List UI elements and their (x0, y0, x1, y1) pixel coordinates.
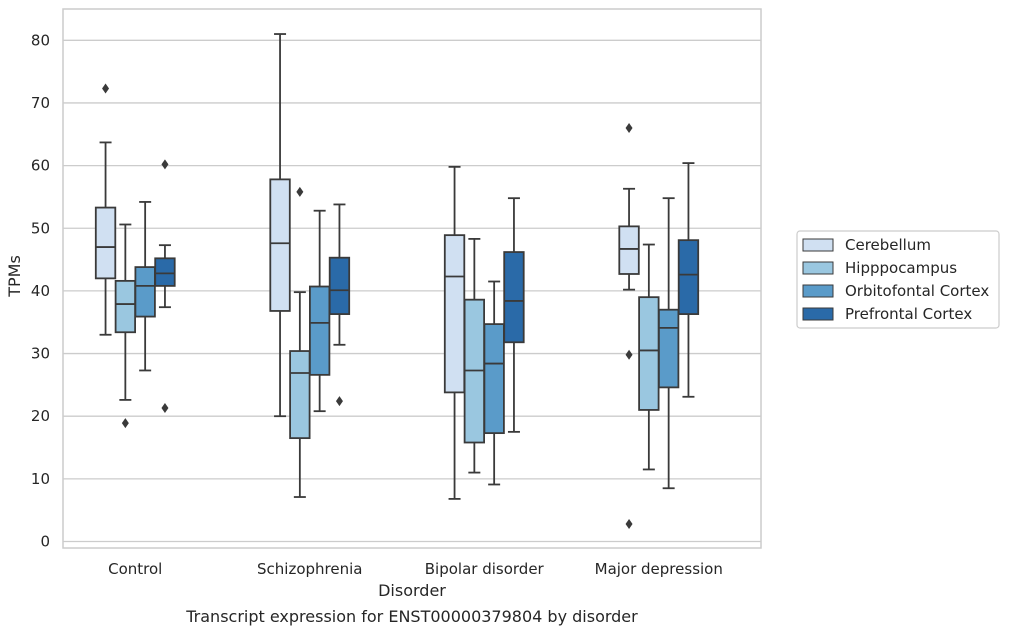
box-iqr (154, 257, 176, 287)
outlier-point (625, 518, 633, 529)
x-tick-label: Bipolar disorder (425, 560, 545, 578)
box-hipppocampus (638, 243, 660, 471)
box-hipppocampus (463, 238, 486, 474)
box-cerebellum (618, 123, 640, 529)
box-iqr (269, 178, 291, 312)
box-cerebellum (443, 165, 466, 500)
box-iqr (638, 296, 660, 411)
box-hipppocampus (289, 186, 311, 498)
box-iqr (677, 239, 700, 315)
outlier-point (121, 418, 129, 429)
legend-label: Prefrontal Cortex (845, 305, 972, 323)
y-tick-label: 50 (31, 219, 50, 237)
legend-label: Cerebellum (845, 236, 931, 254)
box-iqr (134, 266, 156, 318)
y-axis-ticks: 0 10 20 30 40 50 60 70 80 (31, 31, 50, 550)
legend: Cerebellum Hipppocampus Orbitofontal Corte… (796, 230, 1000, 329)
legend-frame (796, 230, 1000, 329)
outlier-point (335, 396, 343, 407)
y-tick-label: 60 (31, 157, 50, 175)
box-prefrontal-cortex (154, 159, 176, 414)
box-hipppocampus (114, 223, 136, 429)
box-iqr (443, 234, 466, 394)
box-iqr (94, 206, 117, 280)
y-tick-label: 70 (31, 94, 50, 112)
box-plot-marks (94, 33, 700, 529)
box-iqr (114, 279, 136, 334)
box-orbitofontal-cortex (658, 197, 680, 490)
box-cerebellum (94, 83, 117, 336)
legend-swatch (802, 238, 834, 252)
box-iqr (308, 285, 331, 376)
legend-label: Orbitofontal Cortex (845, 282, 989, 300)
x-axis-label: Disorder (378, 581, 446, 600)
outlier-point (625, 349, 633, 360)
box-iqr (658, 308, 680, 389)
outlier-point (161, 403, 169, 414)
box-cerebellum (269, 33, 291, 418)
box-prefrontal-cortex (328, 203, 351, 407)
grid-lines (63, 39, 761, 543)
y-tick-label: 20 (31, 407, 50, 425)
legend-swatch (802, 307, 834, 321)
box-iqr (483, 323, 505, 435)
y-tick-label: 40 (31, 282, 50, 300)
x-tick-label: Schizophrenia (257, 560, 362, 578)
box-iqr (289, 350, 311, 440)
x-tick-label: Control (108, 560, 162, 578)
outlier-point (102, 83, 110, 94)
box-orbitofontal-cortex (134, 201, 156, 372)
box-orbitofontal-cortex (308, 209, 331, 413)
x-axis-ticks: Control Schizophrenia Bipolar disorder Majo… (108, 560, 723, 578)
outlier-point (625, 123, 633, 134)
legend-swatch (802, 284, 834, 298)
box-iqr (503, 251, 525, 344)
outlier-point (296, 186, 304, 197)
legend-label: Hipppocampus (845, 259, 957, 277)
y-tick-label: 0 (40, 533, 50, 551)
box-iqr (618, 225, 640, 275)
y-tick-label: 10 (31, 470, 50, 488)
outlier-point (161, 159, 169, 170)
plot-frame (62, 8, 762, 549)
box-iqr (328, 256, 351, 315)
y-tick-label: 80 (31, 31, 50, 49)
box-prefrontal-cortex (503, 197, 525, 433)
y-axis-label: TPMs (5, 255, 24, 298)
box-prefrontal-cortex (677, 162, 700, 398)
chart-caption: Transcript expression for ENST0000037980… (185, 607, 638, 626)
box-orbitofontal-cortex (483, 280, 505, 486)
x-tick-label: Major depression (595, 560, 723, 578)
legend-swatch (802, 261, 834, 275)
y-tick-label: 30 (31, 345, 50, 363)
